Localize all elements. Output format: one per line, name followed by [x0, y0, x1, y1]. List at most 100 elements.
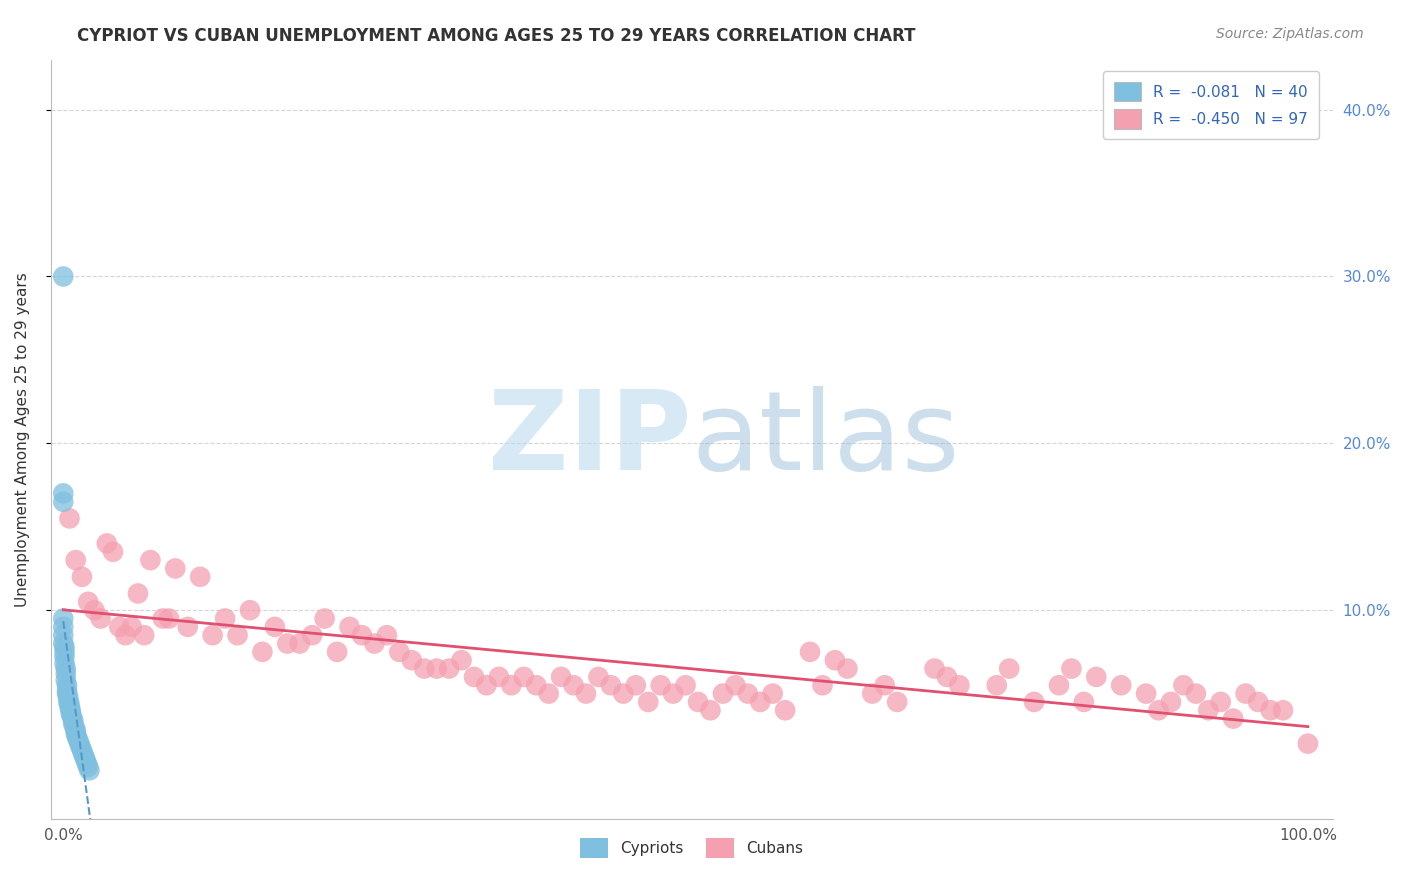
Point [157, 611, 180, 625]
Point [58, 700, 80, 714]
Point [214, 611, 236, 625]
Point [301, 628, 323, 642]
Point [824, 653, 846, 667]
Point [70, 743, 93, 757]
Point [53, 640, 76, 654]
Point [72, 747, 94, 761]
Point [56, 683, 79, 698]
Point [1147, 703, 1170, 717]
Point [52, 269, 75, 284]
Point [413, 662, 436, 676]
Point [53, 657, 76, 671]
Point [811, 678, 834, 692]
Point [59, 706, 82, 721]
Point [599, 678, 621, 692]
Point [53, 649, 76, 664]
Point [76, 756, 98, 771]
Text: CYPRIOT VS CUBAN UNEMPLOYMENT AMONG AGES 25 TO 29 YEARS CORRELATION CHART: CYPRIOT VS CUBAN UNEMPLOYMENT AMONG AGES… [77, 27, 915, 45]
Point [288, 636, 311, 650]
Point [56, 678, 79, 692]
Point [350, 628, 373, 642]
Point [53, 645, 76, 659]
Point [1260, 703, 1282, 717]
Point [886, 695, 908, 709]
Point [201, 628, 224, 642]
Point [96, 536, 118, 550]
Point [513, 670, 536, 684]
Point [624, 678, 647, 692]
Text: atlas: atlas [692, 385, 960, 492]
Point [749, 695, 772, 709]
Point [724, 678, 747, 692]
Point [90, 611, 112, 625]
Point [363, 636, 385, 650]
Point [1073, 695, 1095, 709]
Text: Source: ZipAtlas.com: Source: ZipAtlas.com [1216, 27, 1364, 41]
Point [662, 687, 685, 701]
Point [1185, 687, 1208, 701]
Point [948, 678, 970, 692]
Point [575, 687, 598, 701]
Point [550, 670, 572, 684]
Point [70, 570, 93, 584]
Point [1085, 670, 1108, 684]
Point [1296, 737, 1319, 751]
Point [239, 603, 262, 617]
Point [108, 620, 131, 634]
Point [637, 695, 659, 709]
Point [58, 697, 80, 711]
Point [339, 620, 361, 634]
Point [75, 753, 97, 767]
Point [686, 695, 709, 709]
Point [134, 628, 156, 642]
Point [127, 586, 149, 600]
Point [77, 595, 100, 609]
Point [650, 678, 672, 692]
Point [252, 645, 274, 659]
Point [799, 645, 821, 659]
Point [699, 703, 721, 717]
Point [426, 662, 449, 676]
Point [1272, 703, 1295, 717]
Point [537, 687, 560, 701]
Point [65, 723, 87, 738]
Point [79, 764, 101, 778]
Point [73, 750, 96, 764]
Point [463, 670, 485, 684]
Point [873, 678, 896, 692]
Point [1060, 662, 1083, 676]
Point [60, 710, 83, 724]
Point [860, 687, 883, 701]
Point [58, 690, 80, 704]
Point [52, 486, 75, 500]
Point [936, 670, 959, 684]
Legend: Cypriots, Cubans: Cypriots, Cubans [574, 832, 810, 864]
Point [737, 687, 759, 701]
Point [52, 636, 75, 650]
Point [276, 636, 298, 650]
Point [524, 678, 547, 692]
Point [437, 662, 460, 676]
Point [77, 760, 100, 774]
Point [711, 687, 734, 701]
Point [762, 687, 785, 701]
Point [401, 653, 423, 667]
Point [121, 620, 143, 634]
Point [1135, 687, 1157, 701]
Point [52, 611, 75, 625]
Point [152, 611, 174, 625]
Y-axis label: Unemployment Among Ages 25 to 29 years: Unemployment Among Ages 25 to 29 years [15, 272, 30, 607]
Point [55, 662, 77, 676]
Point [69, 739, 91, 754]
Point [59, 703, 82, 717]
Text: ZIP: ZIP [488, 385, 692, 492]
Point [188, 570, 211, 584]
Point [56, 687, 79, 701]
Point [562, 678, 585, 692]
Point [177, 620, 200, 634]
Point [1222, 712, 1244, 726]
Point [675, 678, 697, 692]
Point [101, 545, 124, 559]
Point [55, 673, 77, 688]
Point [63, 720, 86, 734]
